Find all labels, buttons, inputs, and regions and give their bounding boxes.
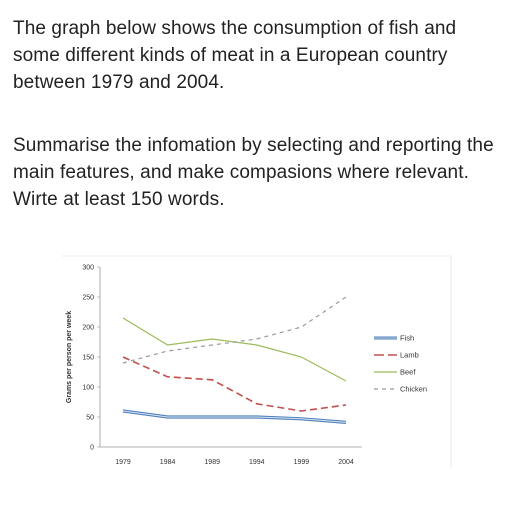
y-tick-label: 100 (82, 385, 94, 392)
series-line-chicken (122, 296, 347, 364)
x-tick-label: 2004 (338, 459, 354, 466)
y-tick-label: 250 (82, 295, 94, 302)
x-tick-label: 1994 (249, 459, 265, 466)
task-instructions-text: Summarise the infomation by selecting an… (13, 135, 494, 210)
legend-label-chicken: Chicken (400, 385, 427, 394)
legend-label-lamb: Lamb (400, 351, 419, 360)
y-axis-label: Grams per person per week (66, 311, 73, 403)
y-tick-label: 0 (90, 445, 94, 452)
x-tick-label: 1999 (294, 459, 310, 466)
task-intro-text: The graph below shows the consumption of… (13, 18, 457, 93)
legend-label-fish: Fish (400, 334, 414, 343)
y-tick-label: 50 (86, 415, 94, 422)
chart-frame (62, 255, 452, 468)
series-line-fish-inner (122, 410, 347, 423)
y-tick-label: 300 (82, 265, 94, 272)
line-chart: Grams per person per week 0 50 100 150 200 25… (62, 255, 452, 468)
legend-label-beef: Beef (400, 368, 416, 377)
x-tick-label: 1979 (115, 459, 131, 466)
y-tick-label: 150 (82, 355, 94, 362)
series-line-lamb (122, 356, 347, 412)
x-tick-label: 1989 (204, 459, 220, 466)
y-tick-label: 200 (82, 325, 94, 332)
x-tick-label: 1984 (160, 459, 176, 466)
